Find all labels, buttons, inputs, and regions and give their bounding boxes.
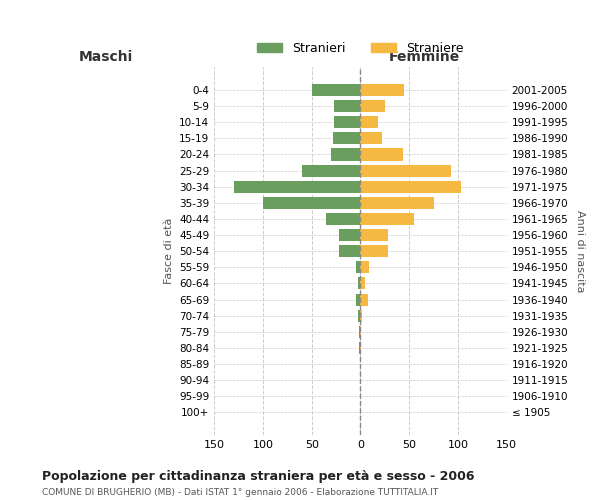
Bar <box>361 197 434 209</box>
Text: COMUNE DI BRUGHERIO (MB) - Dati ISTAT 1° gennaio 2006 - Elaborazione TUTTITALIA.: COMUNE DI BRUGHERIO (MB) - Dati ISTAT 1°… <box>42 488 438 497</box>
Bar <box>356 262 361 274</box>
Bar <box>334 100 361 112</box>
Bar <box>359 342 361 354</box>
Bar <box>334 116 361 128</box>
Text: Popolazione per cittadinanza straniera per età e sesso - 2006: Popolazione per cittadinanza straniera p… <box>42 470 475 483</box>
Text: Femmine: Femmine <box>389 50 460 64</box>
Bar <box>233 180 361 193</box>
Bar <box>361 310 362 322</box>
Bar <box>358 310 361 322</box>
Bar <box>358 278 361 289</box>
Bar <box>361 229 388 241</box>
Bar <box>361 132 382 144</box>
Bar <box>361 245 388 257</box>
Bar <box>361 148 403 160</box>
Bar <box>361 100 385 112</box>
Legend: Stranieri, Straniere: Stranieri, Straniere <box>253 36 469 60</box>
Bar <box>361 164 451 176</box>
Bar <box>339 229 361 241</box>
Bar <box>361 278 365 289</box>
Bar <box>311 84 361 96</box>
Text: Maschi: Maschi <box>79 50 133 64</box>
Bar <box>339 245 361 257</box>
Bar <box>361 294 368 306</box>
Bar <box>361 116 378 128</box>
Bar <box>333 132 361 144</box>
Y-axis label: Fasce di età: Fasce di età <box>164 218 173 284</box>
Bar <box>302 164 361 176</box>
Bar <box>356 294 361 306</box>
Bar <box>263 197 361 209</box>
Bar <box>331 148 361 160</box>
Bar <box>361 213 414 225</box>
Bar <box>359 326 361 338</box>
Bar <box>361 262 369 274</box>
Y-axis label: Anni di nascita: Anni di nascita <box>575 210 585 292</box>
Bar <box>361 180 461 193</box>
Bar <box>361 84 404 96</box>
Bar <box>326 213 361 225</box>
